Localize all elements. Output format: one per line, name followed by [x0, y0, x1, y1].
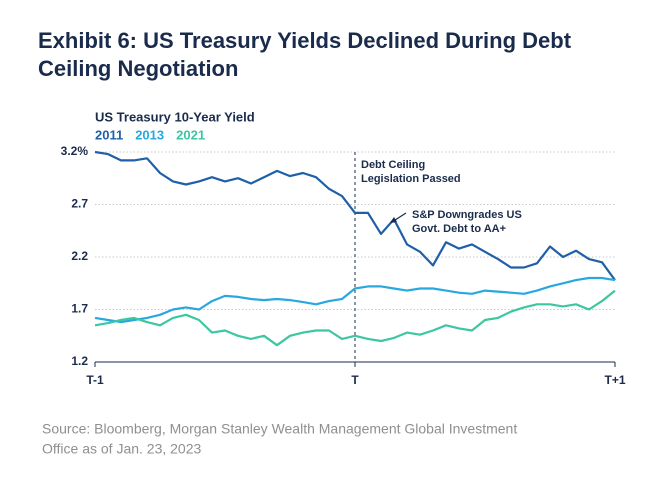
x-tick-label: T-1: [86, 373, 104, 387]
chart-subtitle: US Treasury 10-Year Yield: [95, 109, 255, 124]
legend-label: 2013: [135, 127, 164, 142]
chart-title: Ceiling Negotiation: [38, 56, 238, 81]
legend-label: 2021: [176, 127, 205, 142]
annotation: Debt Ceiling: [361, 159, 425, 171]
annotation: Govt. Debt to AA+: [412, 223, 506, 235]
annotation: Legislation Passed: [361, 173, 461, 185]
line-series: [94, 150, 616, 281]
chart-title: Exhibit 6: US Treasury Yields Declined D…: [38, 28, 572, 53]
line-series: [94, 276, 616, 324]
annotation: S&P Downgrades US: [412, 209, 522, 221]
y-tick-label: 3.2%: [61, 144, 89, 158]
legend-label: 2011: [95, 127, 123, 142]
line-series: [94, 289, 616, 347]
y-tick-label: 1.7: [71, 302, 88, 316]
y-tick-label: 2.2: [71, 249, 88, 263]
y-tick-label: 1.2: [71, 354, 88, 368]
annotation-arrowhead: [390, 217, 397, 223]
x-tick-label: T: [351, 373, 359, 387]
x-tick-label: T+1: [604, 373, 625, 387]
source: Source: Bloomberg, Morgan Stanley Wealth…: [42, 421, 517, 437]
y-tick-label: 2.7: [71, 197, 88, 211]
source: Office as of Jan. 23, 2023: [42, 441, 202, 457]
